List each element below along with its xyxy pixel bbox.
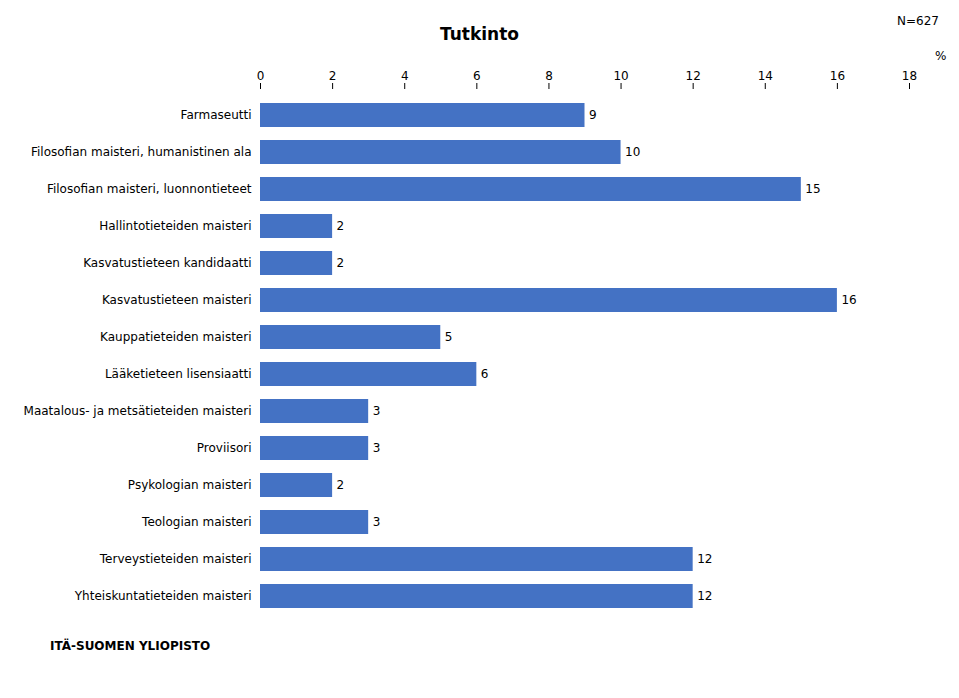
svg-text:6: 6 [481,367,489,381]
svg-text:15: 15 [805,182,820,196]
svg-text:Teologian maisteri: Teologian maisteri [141,515,251,529]
svg-text:2: 2 [337,256,345,270]
svg-text:Proviisori: Proviisori [197,441,252,455]
html-text:Tutkinto: Tutkinto [440,24,519,44]
svg-text:4: 4 [401,69,409,83]
svg-text:Filosofian maisteri, luonnonti: Filosofian maisteri, luonnontieteet [47,182,252,196]
svg-text:10: 10 [613,69,628,83]
svg-text:9: 9 [589,108,597,122]
svg-text:3: 3 [373,515,381,529]
svg-text:16: 16 [841,293,856,307]
svg-text:10: 10 [625,145,640,159]
html-text:N=627: N=627 [897,14,939,28]
svg-text:14: 14 [758,69,773,83]
svg-text:3: 3 [373,404,381,418]
svg-text:%: % [935,49,946,63]
html-text:ITÄ-SUOMEN YLIOPISTO: ITÄ-SUOMEN YLIOPISTO [50,639,211,653]
svg-text:Farmaseutti: Farmaseutti [181,108,252,122]
svg-text:Lääketieteen lisensiaatti: Lääketieteen lisensiaatti [105,367,252,381]
svg-text:Kasvatustieteen kandidaatti: Kasvatustieteen kandidaatti [83,256,251,270]
svg-text:Kasvatustieteen maisteri: Kasvatustieteen maisteri [102,293,252,307]
svg-text:Filosofian maisteri, humanisti: Filosofian maisteri, humanistinen ala [31,145,252,159]
svg-text:Maatalous- ja metsätieteiden m: Maatalous- ja metsätieteiden maisteri [24,404,252,418]
svg-text:Terveystieteiden maisteri: Terveystieteiden maisteri [99,552,252,566]
svg-text:12: 12 [697,589,712,603]
svg-text:6: 6 [473,69,481,83]
svg-text:2: 2 [329,69,337,83]
svg-text:Yhteiskuntatieteiden maisteri: Yhteiskuntatieteiden maisteri [74,589,252,603]
svg-text:Hallintotieteiden maisteri: Hallintotieteiden maisteri [99,219,251,233]
svg-text:8: 8 [545,69,553,83]
svg-text:12: 12 [686,69,701,83]
svg-text:2: 2 [337,478,345,492]
svg-text:5: 5 [445,330,453,344]
svg-text:Psykologian maisteri: Psykologian maisteri [128,478,252,492]
svg-text:16: 16 [830,69,845,83]
svg-text:3: 3 [373,441,381,455]
svg-text:Kauppatieteiden maisteri: Kauppatieteiden maisteri [100,330,251,344]
svg-text:12: 12 [697,552,712,566]
svg-text:0: 0 [257,69,265,83]
svg-text:2: 2 [337,219,345,233]
svg-text:18: 18 [902,69,917,83]
